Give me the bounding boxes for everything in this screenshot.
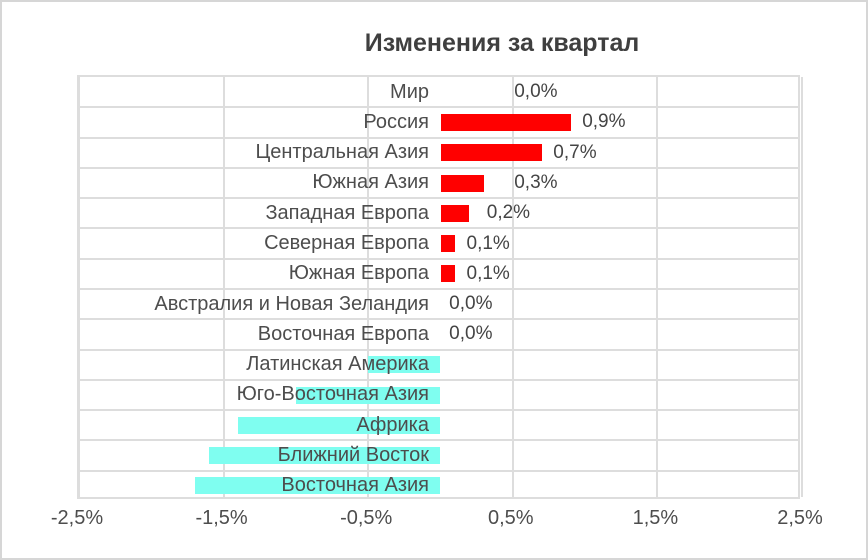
horizontal-gridline bbox=[79, 409, 798, 412]
value-label: 0,0% bbox=[449, 323, 493, 345]
horizontal-gridline bbox=[79, 227, 798, 230]
positive-bar bbox=[440, 113, 571, 131]
positive-bar bbox=[440, 204, 470, 222]
horizontal-gridline bbox=[79, 318, 798, 321]
horizontal-gridline bbox=[79, 348, 798, 351]
category-label: Россия bbox=[363, 110, 429, 133]
horizontal-gridline bbox=[79, 197, 798, 200]
horizontal-gridline bbox=[79, 136, 798, 139]
positive-bar bbox=[440, 144, 542, 162]
value-label: 0,7% bbox=[553, 141, 597, 163]
value-label: 0,2% bbox=[486, 202, 531, 224]
horizontal-gridline bbox=[79, 166, 798, 169]
positive-bar bbox=[440, 235, 455, 253]
x-axis-tick-label: -1,5% bbox=[195, 507, 248, 529]
positive-bar bbox=[440, 174, 484, 192]
category-label: Северная Европа bbox=[264, 232, 429, 255]
value-label: 0,0% bbox=[514, 81, 558, 103]
category-label: Центральная Азия bbox=[255, 141, 429, 164]
plot-area: Мир 0,0% Россия 0,9% Центральная Азия 0,7% Южн… bbox=[77, 75, 803, 499]
x-axis-tick-label: 0,5% bbox=[488, 507, 534, 529]
vertical-gridline bbox=[367, 77, 370, 497]
horizontal-gridline bbox=[79, 469, 798, 472]
value-label: 0,0% bbox=[449, 293, 493, 315]
category-label: Мир bbox=[390, 80, 429, 103]
horizontal-gridline bbox=[79, 378, 798, 381]
value-label: 0,3% bbox=[514, 171, 558, 193]
value-label: 0,1% bbox=[466, 232, 510, 254]
negative-bar bbox=[209, 447, 441, 465]
vertical-gridline bbox=[656, 77, 659, 497]
horizontal-gridline bbox=[79, 288, 798, 290]
negative-bar bbox=[368, 356, 441, 374]
horizontal-gridline bbox=[79, 257, 798, 260]
x-axis-tick-label: 2,5% bbox=[777, 507, 823, 529]
vertical-gridline bbox=[78, 77, 80, 497]
category-label: Восточная Азия bbox=[281, 474, 429, 497]
category-label: Юго-Восточная Азия bbox=[236, 383, 429, 406]
vertical-gridline bbox=[511, 77, 514, 497]
category-label: Западная Европа bbox=[265, 201, 429, 224]
category-label: Латинская Америка bbox=[246, 353, 429, 376]
x-axis-tick-label: -2,5% bbox=[50, 507, 104, 529]
vertical-gridline bbox=[801, 77, 803, 497]
category-label: Восточная Европа bbox=[257, 322, 429, 345]
negative-bar bbox=[194, 477, 441, 495]
category-label: Южная Азия bbox=[312, 171, 429, 194]
negative-bar bbox=[295, 386, 441, 404]
positive-bar bbox=[440, 265, 455, 283]
category-label: Африка bbox=[356, 413, 429, 436]
chart-title: Изменения за квартал bbox=[364, 29, 640, 57]
value-label: 0,9% bbox=[582, 111, 626, 133]
negative-bar bbox=[238, 416, 441, 434]
category-label: Ближний Восток bbox=[277, 444, 429, 467]
category-label: Южная Европа bbox=[288, 262, 429, 285]
value-label: 0,1% bbox=[466, 262, 510, 284]
category-label: Австралия и Новая Зеландия bbox=[154, 292, 429, 315]
horizontal-gridline bbox=[79, 106, 798, 109]
x-axis-tick-label: 1,5% bbox=[632, 507, 679, 529]
x-axis-tick-label: -0,5% bbox=[340, 507, 393, 529]
horizontal-gridline bbox=[79, 439, 798, 442]
vertical-gridline bbox=[222, 77, 225, 497]
